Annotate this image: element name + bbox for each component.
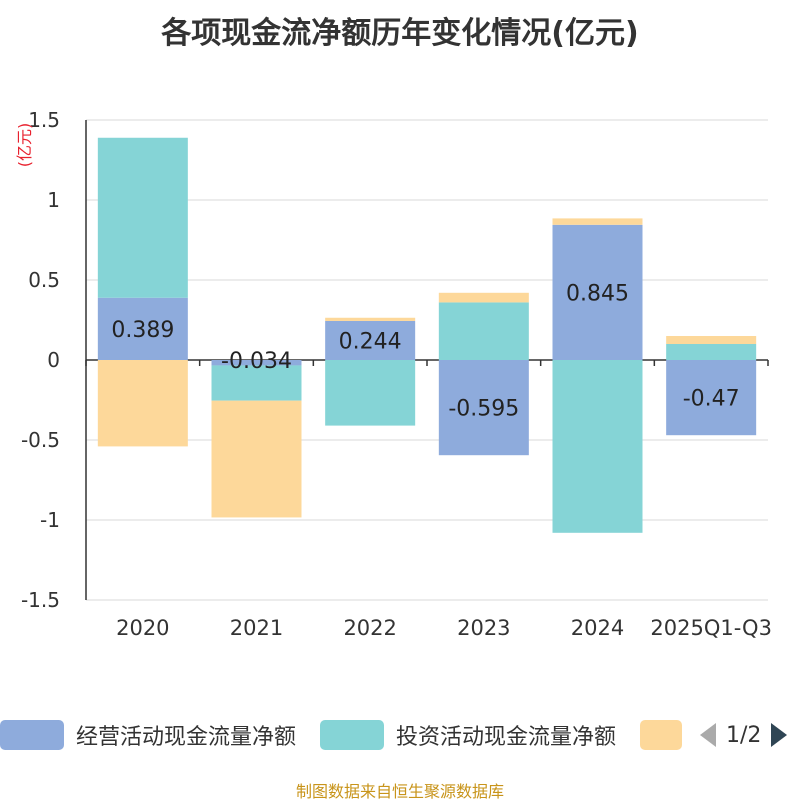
- legend-label-operating: 经营活动现金流量净额: [76, 725, 297, 750]
- x-tick-label: 2025Q1-Q3: [650, 616, 772, 640]
- data-label: 0.244: [339, 329, 402, 354]
- legend-swatch-financing: [640, 720, 682, 750]
- legend: 经营活动现金流量净额 投资活动现金流量净额: [0, 716, 800, 754]
- bar-2022-series-0: [325, 320, 416, 360]
- bar-2024-series-0: [552, 224, 643, 360]
- bar-2025Q1-Q3-series-1: [666, 344, 757, 360]
- legend-item-operating[interactable]: 经营活动现金流量净额: [0, 716, 296, 754]
- x-tick-label: 2020: [116, 616, 169, 640]
- bar-2021-series-2: [211, 400, 302, 518]
- bar-2022-series-1: [325, 360, 416, 426]
- next-page-icon[interactable]: [771, 723, 788, 747]
- prev-page-icon[interactable]: [700, 723, 716, 747]
- bar-2023-series-1: [438, 302, 529, 360]
- stacked-bar-chart: 1.5 1 0.5 0 -0.5 -1 -1.5 (亿元) 2020 0.389 2021 -0.03…: [15, 108, 772, 640]
- bar-2020-series-2: [97, 360, 188, 447]
- x-tick-label: 2021: [230, 616, 283, 640]
- y-tick-label: 0: [47, 348, 60, 372]
- legend-label-investing: 投资活动现金流量净额: [396, 725, 617, 750]
- bar-2025Q1-Q3-series-2: [666, 336, 757, 344]
- legend-page-indicator: 1/2: [726, 722, 762, 748]
- data-label: -0.034: [221, 349, 292, 374]
- bar-2024-series-1: [552, 360, 643, 533]
- data-label: -0.47: [683, 387, 740, 412]
- x-tick-label: 2022: [343, 616, 396, 640]
- y-tick-label: 1: [47, 188, 60, 212]
- bar-2021-series-0: [211, 360, 302, 366]
- bar-2024-series-2: [552, 218, 643, 225]
- legend-swatch-operating: [0, 720, 64, 750]
- source-footer: 制图数据来自恒生聚源数据库: [295, 782, 504, 801]
- y-tick-label: 1.5: [28, 108, 60, 132]
- y-tick-label: 0.5: [28, 268, 60, 292]
- bar-2023-series-0: [438, 360, 529, 456]
- legend-pager: 1/2: [700, 716, 788, 754]
- x-tick-label: 2023: [457, 616, 510, 640]
- y-tick-label: -1: [40, 508, 60, 532]
- bar-2020-series-1: [97, 137, 188, 298]
- y-tick-label: -0.5: [21, 428, 60, 452]
- chart-title: 各项现金流净额历年变化情况(亿元): [161, 16, 639, 51]
- y-tick-label: -1.5: [21, 588, 60, 612]
- bar-2025Q1-Q3-series-0: [666, 360, 757, 436]
- y-axis-unit-label: (亿元): [15, 123, 34, 168]
- data-label: 0.389: [111, 318, 174, 343]
- legend-item-financing[interactable]: [640, 716, 682, 754]
- x-tick-label: 2024: [571, 616, 624, 640]
- bar-2020-series-0: [97, 297, 188, 360]
- data-label: -0.595: [448, 397, 519, 422]
- data-label: 0.845: [566, 281, 629, 306]
- bar-2022-series-2: [325, 317, 416, 321]
- bar-2021-series-1: [211, 365, 302, 401]
- legend-item-investing[interactable]: 投资活动现金流量净额: [320, 716, 616, 754]
- legend-swatch-investing: [320, 720, 384, 750]
- bar-2023-series-2: [438, 292, 529, 303]
